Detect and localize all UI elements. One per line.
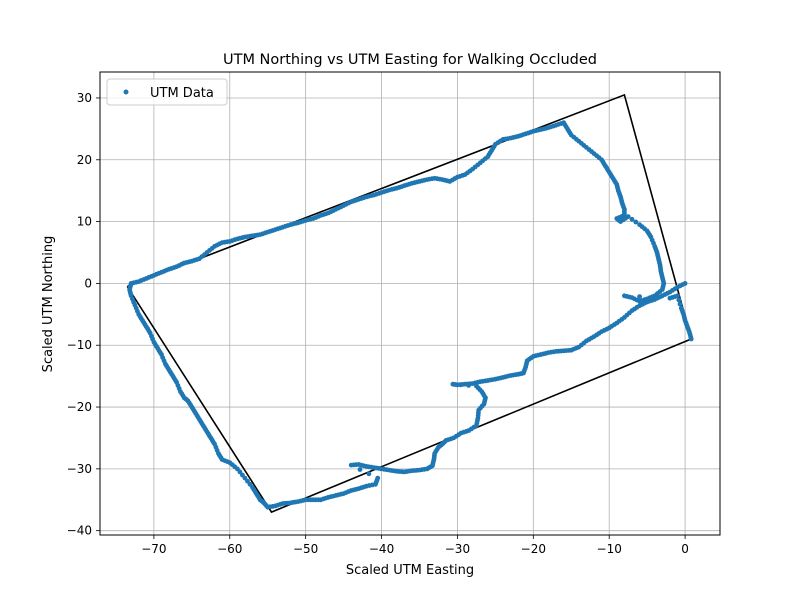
x-axis-label: Scaled UTM Easting bbox=[346, 563, 474, 578]
legend-frame bbox=[106, 78, 228, 106]
data-point bbox=[625, 214, 631, 220]
x-tick-label: −70 bbox=[141, 542, 166, 556]
y-tick-label: −30 bbox=[67, 462, 92, 476]
legend-entry-utm-data: UTM Data bbox=[150, 86, 214, 101]
y-tick-label: −40 bbox=[67, 524, 92, 538]
plot-frame bbox=[99, 71, 721, 536]
y-axis-label: Scaled UTM Northing bbox=[41, 236, 56, 373]
y-tick-label: 0 bbox=[84, 276, 92, 290]
y-tick-label: 30 bbox=[77, 91, 92, 105]
axis-ticks: −70 −60 −50 −40 −30 −20 −10 0 −40 −30 −20 −10 0 10 20 3… bbox=[67, 91, 689, 556]
legend-marker bbox=[123, 89, 129, 95]
data-point bbox=[450, 381, 456, 387]
data-point bbox=[629, 216, 635, 222]
data-point bbox=[676, 297, 682, 303]
data-point bbox=[458, 382, 464, 388]
data-point bbox=[348, 462, 354, 468]
data-layer bbox=[126, 93, 694, 514]
chart-title: UTM Northing vs UTM Easting for Walking … bbox=[223, 52, 597, 68]
x-tick-label: −20 bbox=[521, 542, 546, 556]
y-tick-label: 20 bbox=[77, 153, 92, 167]
data-point bbox=[652, 295, 658, 300]
data-point bbox=[357, 467, 363, 472]
data-point bbox=[677, 301, 683, 307]
x-tick-label: −10 bbox=[597, 542, 622, 556]
x-tick-label: −40 bbox=[369, 542, 394, 556]
y-tick-label: 10 bbox=[77, 215, 92, 229]
x-tick-label: −60 bbox=[217, 542, 242, 556]
x-tick-label: −50 bbox=[293, 542, 318, 556]
data-point bbox=[466, 383, 471, 388]
x-tick-label: 0 bbox=[681, 542, 689, 556]
legend: UTM Data bbox=[106, 78, 228, 106]
data-point bbox=[688, 336, 694, 342]
data-point bbox=[366, 471, 372, 477]
y-tick-label: −10 bbox=[67, 338, 92, 352]
x-tick-label: −30 bbox=[445, 542, 470, 556]
data-point bbox=[675, 293, 680, 299]
data-point bbox=[633, 219, 639, 225]
data-point bbox=[622, 293, 627, 299]
y-tick-label: −20 bbox=[67, 400, 92, 414]
data-point bbox=[637, 294, 642, 299]
